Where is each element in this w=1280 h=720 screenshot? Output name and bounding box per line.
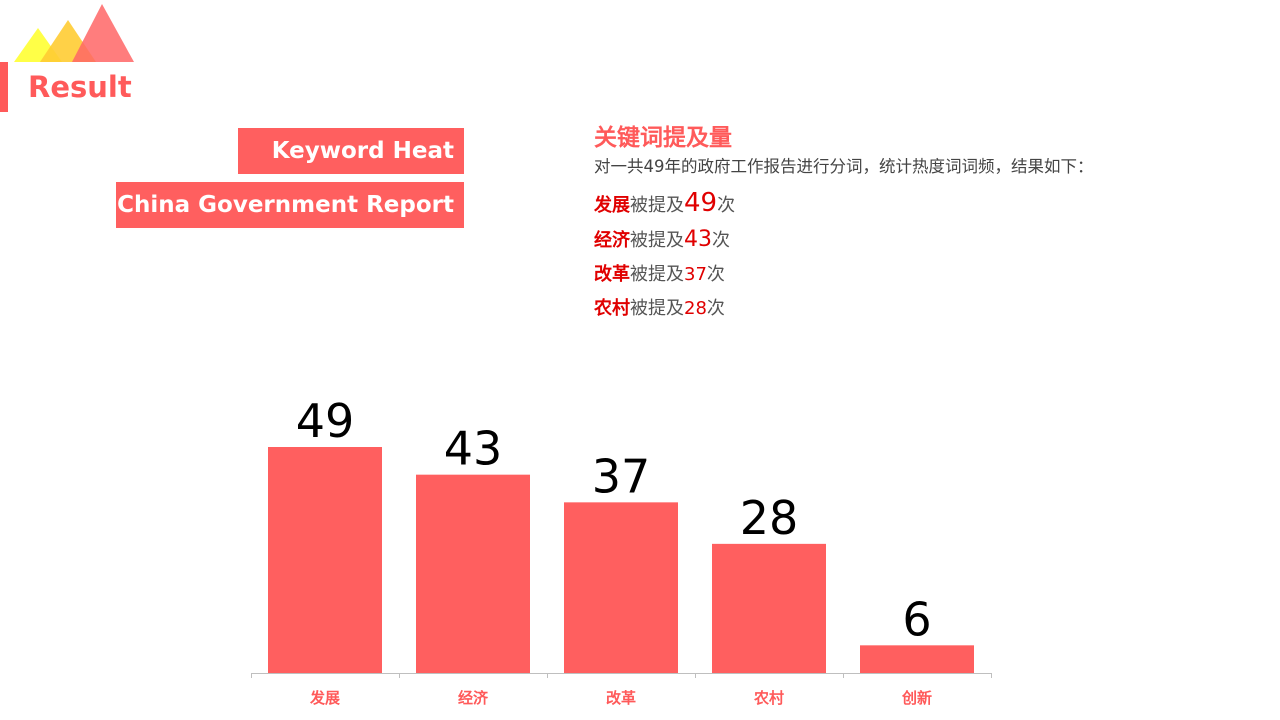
keyword-summary: 关键词提及量 对一共49年的政府工作报告进行分词，统计热度词词频，结果如下： 发… [594,122,1234,326]
summary-heading: 关键词提及量 [594,125,732,151]
title-accent-bar [0,62,8,112]
category-label: 改革 [606,689,636,707]
stat-line: 农村被提及28次 [594,292,1234,326]
bar-value-label: 6 [902,592,931,646]
mountains-logo-icon [14,4,134,62]
category-label: 经济 [458,689,489,707]
stat-suffix: 次 [706,298,725,319]
stat-keyword: 经济 [594,230,630,251]
bar-value-label: 37 [592,449,651,503]
bar [268,447,382,673]
stat-keyword: 改革 [594,264,630,285]
stat-keyword: 农村 [594,298,630,319]
category-label: 农村 [753,689,784,707]
bar [712,543,826,673]
stat-count: 43 [684,227,712,252]
report-tag: China Government Report [116,182,464,228]
page-title: Result [28,70,132,104]
stat-count: 28 [684,298,707,319]
category-label: 发展 [309,689,340,707]
bar-value-label: 49 [296,394,355,448]
bar-value-label: 43 [444,422,503,476]
stat-prefix: 被提及 [630,298,684,319]
bar [860,645,974,673]
stat-count: 37 [684,264,707,285]
stat-prefix: 被提及 [630,195,684,216]
stat-line: 改革被提及37次 [594,258,1234,292]
stat-prefix: 被提及 [630,264,684,285]
stat-prefix: 被提及 [630,230,684,251]
stat-suffix: 次 [717,195,736,216]
bar-value-label: 28 [740,491,799,545]
stat-line: 发展被提及49次 [594,186,1234,223]
stat-suffix: 次 [712,230,730,251]
bar [416,474,530,673]
stat-keyword: 发展 [594,195,630,216]
keyword-heat-tag: Keyword Heat [238,128,464,174]
stat-line: 经济被提及43次 [594,223,1234,258]
stat-suffix: 次 [706,264,725,285]
summary-description: 对一共49年的政府工作报告进行分词，统计热度词词频，结果如下： [594,157,1094,176]
category-label: 创新 [901,689,932,707]
bar [564,502,678,673]
stat-count: 49 [684,188,718,218]
